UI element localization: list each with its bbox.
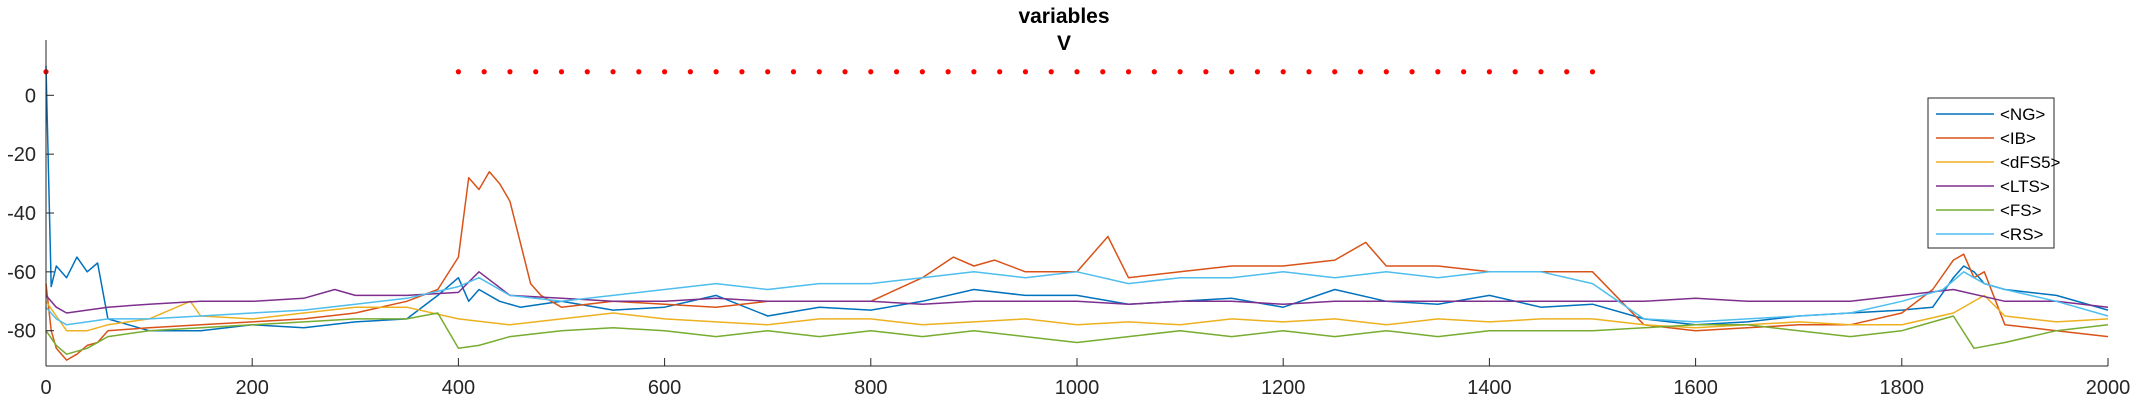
x-tick-label-5: 1000 <box>1055 377 1100 399</box>
spike-marker-32 <box>1254 69 1261 75</box>
x-tick-label-3: 600 <box>648 377 681 399</box>
legend-label-0: <NG> <box>2000 105 2045 124</box>
spike-marker-41 <box>1486 69 1492 75</box>
legend-label-2: <dFS5> <box>2000 153 2061 172</box>
spike-marker-15 <box>816 69 822 75</box>
spike-marker-7 <box>610 69 616 75</box>
spike-marker-22 <box>997 69 1003 75</box>
spike-marker-36 <box>1357 69 1364 75</box>
x-tick-label-7: 1400 <box>1467 377 1512 399</box>
spike-marker-42 <box>1512 69 1518 75</box>
spike-marker-11 <box>713 69 719 75</box>
spike-marker-6 <box>584 69 590 75</box>
spike-marker-38 <box>1409 69 1415 75</box>
axes: 0 200 400 600 800 1000 1200 1400 1600 1800 2000 -80… <box>7 40 2130 399</box>
spike-marker-8 <box>636 69 642 75</box>
spike-marker-4 <box>533 69 539 75</box>
series-line-3 <box>45 271 2109 314</box>
spike-marker-28 <box>1151 69 1157 75</box>
spike-marker-17 <box>868 69 874 75</box>
legend-label-5: <RS> <box>2000 225 2044 244</box>
spike-marker-26 <box>1100 69 1106 75</box>
plot-area <box>43 65 2109 361</box>
spike-marker-5 <box>558 69 565 75</box>
x-tick-label-9: 1800 <box>1880 377 1925 399</box>
legend: <NG> <IB> <dFS5> <LTS> <FS> <RS> <box>1927 97 2061 249</box>
series-line-5 <box>45 271 2109 326</box>
series-line-0 <box>45 65 2109 332</box>
x-tick-label-8: 1600 <box>1673 377 1718 399</box>
spike-marker-16 <box>842 69 848 75</box>
spike-marker-2 <box>481 69 487 75</box>
x-tick-label-0: 0 <box>40 377 51 399</box>
x-tick-label-4: 800 <box>854 377 887 399</box>
spike-marker-33 <box>1280 69 1286 75</box>
legend-label-4: <FS> <box>2000 201 2042 220</box>
spike-marker-9 <box>662 69 668 75</box>
spike-marker-39 <box>1435 69 1441 75</box>
spike-marker-29 <box>1177 69 1183 75</box>
spike-marker-30 <box>1203 69 1209 75</box>
legend-label-3: <LTS> <box>2000 177 2050 196</box>
x-tick-label-10: 2000 <box>2086 377 2131 399</box>
spike-marker-14 <box>790 69 797 75</box>
spike-marker-23 <box>1022 69 1029 75</box>
chart-subtitle: V <box>1057 32 1071 55</box>
spike-marker-19 <box>919 69 925 75</box>
y-tick-label-0: -80 <box>7 321 36 343</box>
spike-marker-43 <box>1538 69 1544 75</box>
y-tick-label-2: -40 <box>7 203 36 225</box>
spike-marker-21 <box>971 69 977 75</box>
spike-marker-44 <box>1564 69 1570 75</box>
spike-marker-27 <box>1125 69 1132 75</box>
spike-marker-45 <box>1589 69 1596 75</box>
y-tick-label-4: 0 <box>25 85 36 107</box>
series-line-4 <box>45 312 2109 355</box>
spike-marker-37 <box>1383 69 1389 75</box>
spike-marker-25 <box>1074 69 1080 75</box>
spike-marker-34 <box>1306 69 1312 75</box>
spike-marker-20 <box>945 69 951 75</box>
legend-label-1: <IB> <box>2000 129 2036 148</box>
series-line-2 <box>45 294 2109 332</box>
y-tick-label-1: -60 <box>7 262 36 284</box>
spike-marker-10 <box>687 69 693 75</box>
legend-box <box>1927 97 2055 249</box>
y-tick-label-3: -20 <box>7 144 36 166</box>
spike-marker-13 <box>765 69 771 75</box>
x-tick-label-2: 400 <box>442 377 475 399</box>
spike-marker-40 <box>1461 69 1467 75</box>
spike-marker-1 <box>455 69 461 75</box>
x-tick-label-6: 1200 <box>1261 377 1306 399</box>
spike-marker-3 <box>507 69 513 75</box>
spike-marker-12 <box>739 69 745 75</box>
spike-marker-24 <box>1048 69 1054 75</box>
series-line-1 <box>45 171 2109 361</box>
spike-marker-18 <box>893 69 900 75</box>
x-tick-label-1: 200 <box>236 377 269 399</box>
chart-title: variables <box>1018 5 1109 28</box>
spike-marker-31 <box>1229 69 1235 75</box>
spike-marker-35 <box>1332 69 1338 75</box>
